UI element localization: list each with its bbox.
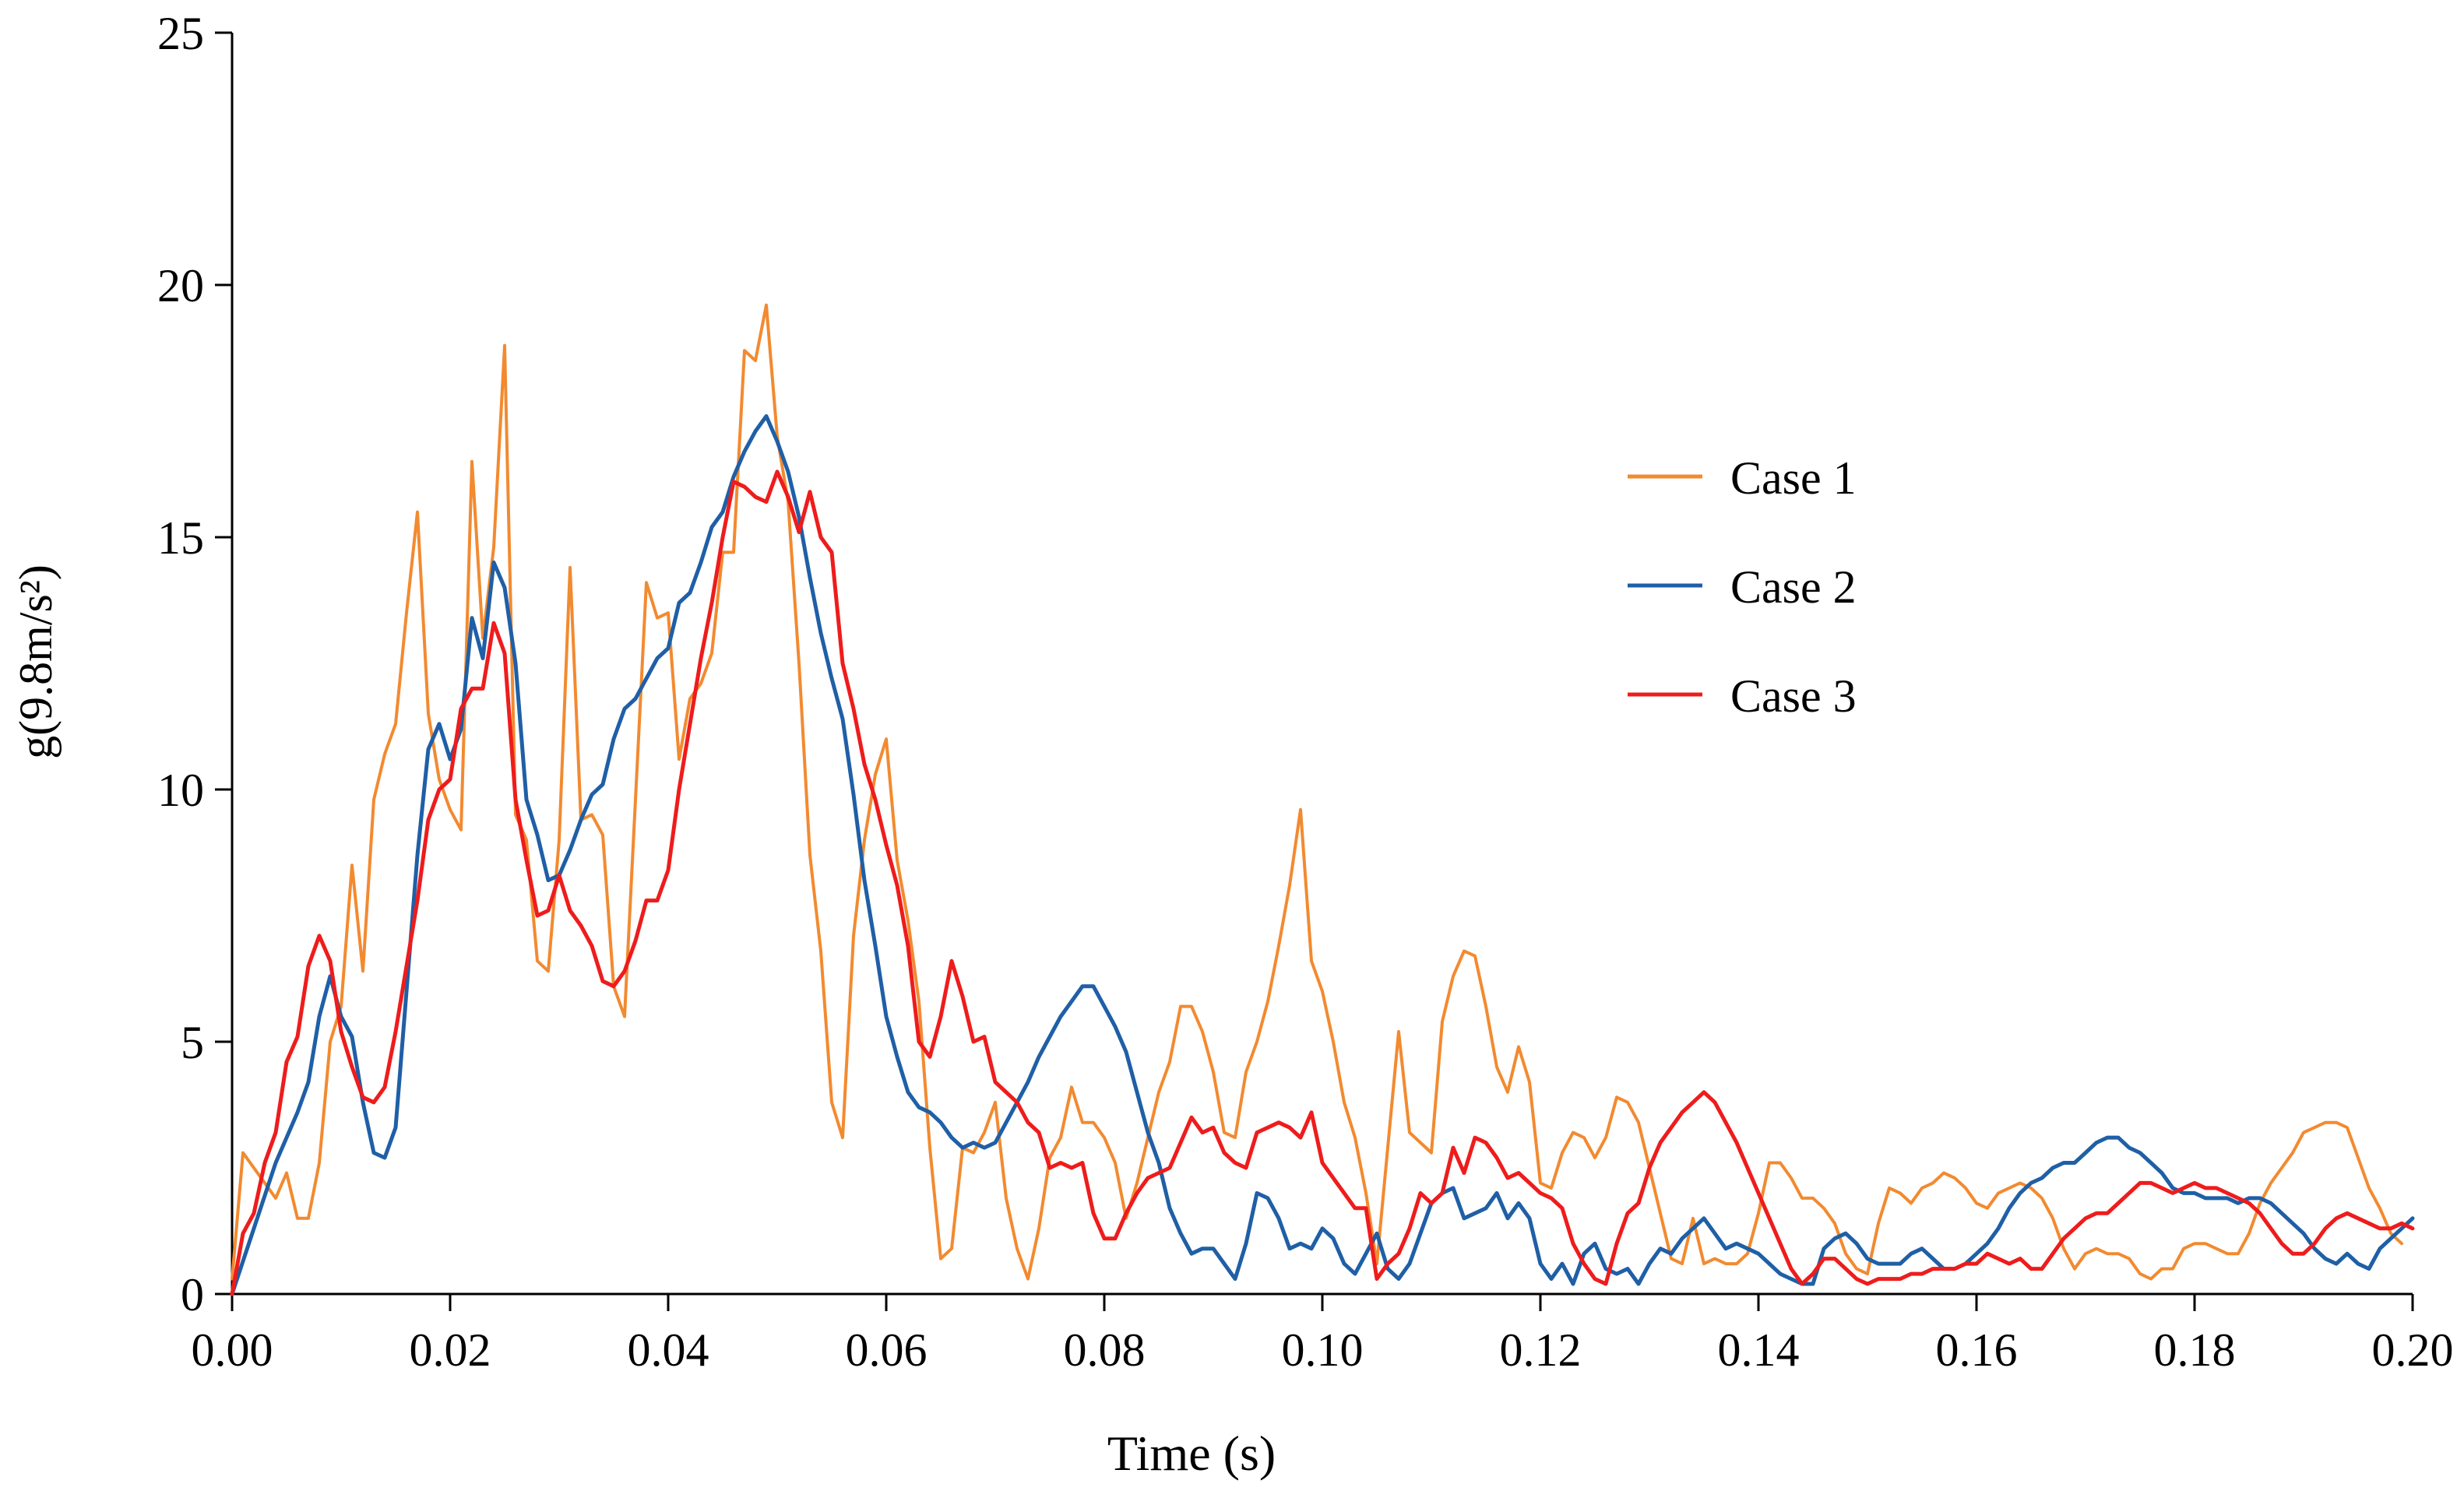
x-tick-label: 0.04 <box>628 1324 709 1376</box>
y-tick-label: 10 <box>157 765 204 816</box>
axes: 0 5 10 15 20 25 0.00 0.02 0.04 0.06 0.08 0.10 0.12 0.… <box>157 8 2454 1376</box>
legend: Case 1 Case 2 Case 3 <box>1628 452 1857 722</box>
series-line-case-1 <box>231 303 2403 1281</box>
series-lines <box>230 303 2415 1296</box>
x-tick-label: 0.10 <box>1282 1324 1364 1376</box>
y-axis-title: g(9.8m/s²) <box>10 564 62 759</box>
x-axis-title: Time (s) <box>1107 1426 1276 1481</box>
y-tick-label: 15 <box>157 512 204 564</box>
x-tick-label: 0.08 <box>1064 1324 1146 1376</box>
y-tick-label: 5 <box>181 1017 204 1068</box>
series-line-case-3 <box>230 469 2415 1296</box>
x-tick-label: 0.02 <box>410 1324 491 1376</box>
x-tick-label: 0.20 <box>2372 1324 2454 1376</box>
x-tick-label: 0.12 <box>1500 1324 1582 1376</box>
y-tick-label: 0 <box>181 1269 204 1320</box>
series-line-case-2 <box>230 414 2415 1296</box>
x-tick-label: 0.16 <box>1936 1324 2018 1376</box>
legend-label-case-3: Case 3 <box>1730 670 1857 722</box>
x-tick-label: 0.06 <box>846 1324 928 1376</box>
x-tick-label: 0.18 <box>2154 1324 2236 1376</box>
x-tick-label: 0.00 <box>192 1324 273 1376</box>
y-tick-label: 25 <box>157 8 204 59</box>
x-tick-label: 0.14 <box>1718 1324 1800 1376</box>
legend-label-case-1: Case 1 <box>1730 452 1857 504</box>
legend-label-case-2: Case 2 <box>1730 561 1857 613</box>
y-tick-label: 20 <box>157 260 204 311</box>
